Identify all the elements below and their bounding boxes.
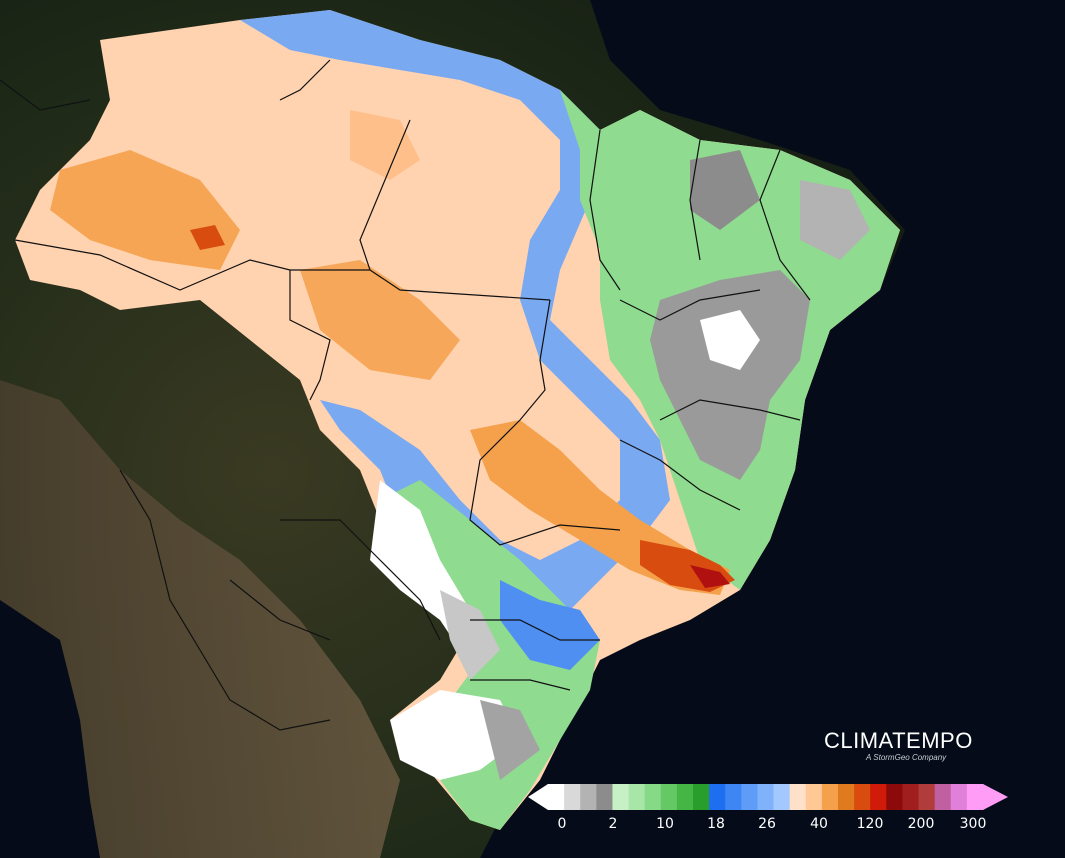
pacific-coast	[0, 600, 100, 858]
legend-swatch	[789, 784, 807, 810]
legend-tick: 10	[656, 816, 674, 832]
legend-tick: 40	[810, 816, 828, 832]
legend-swatch	[934, 784, 952, 810]
legend-swatch	[918, 784, 936, 810]
brand-name: CLIMATEMPO	[824, 728, 973, 753]
legend-tick: 0	[557, 816, 567, 832]
legend-swatch	[757, 784, 775, 810]
legend-swatch	[548, 784, 565, 810]
legend-swatch	[950, 784, 968, 810]
political-borders	[0, 59, 811, 731]
brand-tagline: A StormGeo Company	[866, 753, 947, 762]
andes-region	[0, 380, 400, 858]
legend-swatch	[870, 784, 887, 810]
legend-arrow-left	[528, 784, 548, 810]
legend-swatch	[596, 784, 613, 810]
legend-swatch	[805, 784, 823, 810]
legend-swatch	[821, 784, 839, 810]
legend-swatch	[660, 784, 678, 810]
legend-swatch	[854, 784, 871, 810]
legend-swatch	[564, 784, 581, 810]
legend-swatch	[773, 784, 791, 810]
legend-tick: 120	[856, 816, 884, 832]
legend-swatch	[902, 784, 920, 810]
legend-swatch	[580, 784, 597, 810]
legend-swatch	[709, 784, 726, 810]
legend-arrow-right	[983, 784, 1008, 810]
legend-swatch	[628, 784, 646, 810]
brazil-precipitation-field	[15, 10, 900, 830]
legend-tick: 300	[959, 816, 987, 832]
precipitation-legend: 0 2 10 18 26 40 120 200 300	[528, 784, 1008, 836]
legend-swatch	[725, 784, 742, 810]
legend-tick-labels: 0 2 10 18 26 40 120 200 300	[528, 816, 1008, 834]
climatempo-logo: CLIMATEMPO A StormGeo Company	[824, 728, 973, 762]
legend-swatch	[612, 784, 630, 810]
legend-tick: 26	[758, 816, 776, 832]
legend-tick: 2	[608, 816, 618, 832]
legend-swatch	[886, 784, 903, 810]
legend-swatch	[741, 784, 758, 810]
legend-tick: 18	[707, 816, 725, 832]
legend-swatch	[693, 784, 710, 810]
legend-swatch	[644, 784, 662, 810]
legend-swatch	[838, 784, 855, 810]
legend-swatch	[676, 784, 694, 810]
legend-swatch	[966, 784, 984, 810]
legend-color-bar	[528, 784, 1008, 810]
legend-tick: 200	[907, 816, 935, 832]
